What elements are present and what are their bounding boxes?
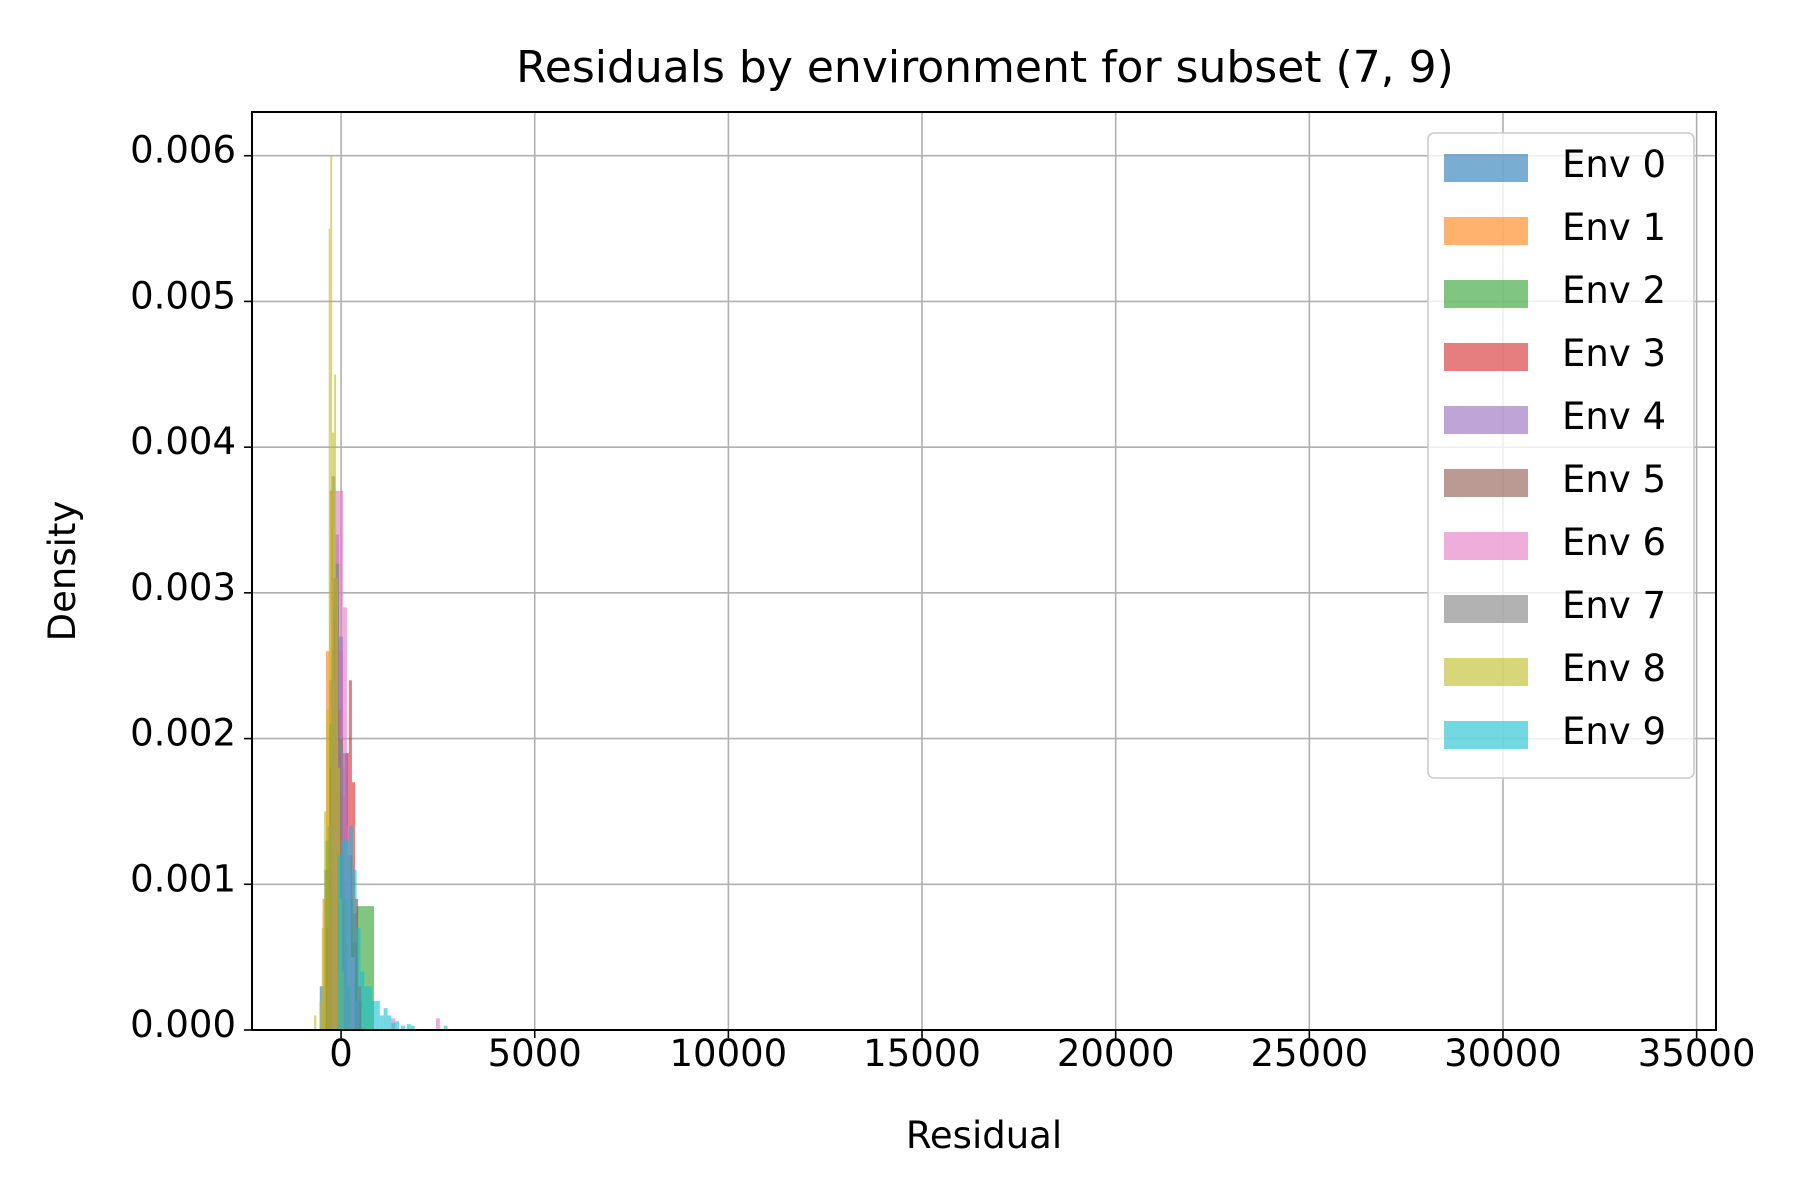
histogram-bar bbox=[368, 986, 373, 1030]
x-tick-label: 10000 bbox=[670, 1032, 788, 1075]
histogram-bar bbox=[379, 1015, 384, 1030]
histogram-bar bbox=[383, 1008, 388, 1030]
chart-title: Residuals by environment for subset (7, … bbox=[516, 42, 1454, 93]
legend-swatch bbox=[1444, 721, 1528, 749]
legend-swatch bbox=[1444, 280, 1528, 308]
histogram-bar bbox=[364, 986, 369, 1030]
legend-label: Env 2 bbox=[1562, 269, 1666, 312]
y-tick-label: 0.004 bbox=[130, 420, 236, 463]
histogram-bar bbox=[321, 928, 325, 1030]
histogram-bar bbox=[360, 971, 365, 1030]
histogram-bar bbox=[334, 374, 337, 1030]
legend-label: Env 6 bbox=[1562, 521, 1666, 564]
series-env-9 bbox=[337, 826, 448, 1030]
histogram-bar bbox=[352, 869, 357, 1030]
legend-label: Env 5 bbox=[1562, 458, 1666, 501]
legend-swatch bbox=[1444, 595, 1528, 623]
legend-label: Env 8 bbox=[1562, 647, 1666, 690]
histogram-bar bbox=[313, 1015, 317, 1030]
legend-swatch bbox=[1444, 217, 1528, 245]
histogram-bar bbox=[343, 607, 347, 1030]
histogram-bar bbox=[332, 432, 335, 1031]
histogram-bar bbox=[375, 1000, 380, 1030]
legend-swatch bbox=[1444, 469, 1528, 497]
histogram-bar bbox=[356, 928, 361, 1030]
legend-swatch bbox=[1444, 406, 1528, 434]
y-axis-label: Density bbox=[41, 501, 84, 642]
histogram-bar bbox=[372, 1000, 376, 1030]
legend-label: Env 3 bbox=[1562, 332, 1666, 375]
histogram-bar bbox=[330, 155, 333, 1030]
x-axis-label: Residual bbox=[906, 1114, 1062, 1157]
histogram-bar bbox=[395, 1021, 400, 1030]
x-tick-label: 0 bbox=[329, 1032, 353, 1075]
legend-label: Env 4 bbox=[1562, 395, 1666, 438]
legend-swatch bbox=[1444, 532, 1528, 560]
y-tick-label: 0.003 bbox=[130, 566, 236, 609]
plot-frame bbox=[251, 111, 1717, 1031]
y-tick-label: 0.002 bbox=[130, 712, 236, 755]
x-tick-label: 35000 bbox=[1638, 1032, 1756, 1075]
histogram-bar bbox=[401, 1025, 405, 1030]
x-axis-ticks: 0 5000 10000 15000 20000 25000 30000 35000 bbox=[329, 1030, 1755, 1075]
legend-swatch bbox=[1444, 154, 1528, 182]
x-tick-label: 30000 bbox=[1444, 1032, 1562, 1075]
legend-label: Env 7 bbox=[1562, 584, 1666, 627]
histogram-bar bbox=[435, 1018, 440, 1030]
legend-swatch bbox=[1444, 658, 1528, 686]
histogram-bar bbox=[328, 228, 331, 1031]
histogram-bar bbox=[443, 1025, 448, 1030]
histogram-bar bbox=[391, 1022, 396, 1030]
histogram-bar bbox=[324, 811, 327, 1030]
x-tick-label: 5000 bbox=[488, 1032, 582, 1075]
histogram-bars bbox=[313, 155, 448, 1031]
legend-label: Env 9 bbox=[1562, 710, 1666, 753]
x-tick-label: 15000 bbox=[863, 1032, 981, 1075]
histogram-bar bbox=[406, 1024, 411, 1030]
legend-swatch bbox=[1444, 343, 1528, 371]
y-tick-label: 0.000 bbox=[130, 1003, 236, 1046]
x-tick-label: 20000 bbox=[1057, 1032, 1175, 1075]
histogram-bar bbox=[344, 840, 349, 1030]
y-tick-label: 0.001 bbox=[130, 857, 236, 900]
legend: Env 0 Env 1 Env 2 Env 3 Env 4 Env 5 Env 6 Env 7… bbox=[1427, 132, 1695, 779]
legend-label: Env 1 bbox=[1562, 206, 1666, 249]
y-tick-label: 0.005 bbox=[130, 274, 236, 317]
histogram-bar bbox=[410, 1025, 415, 1030]
histogram-bar bbox=[348, 826, 353, 1030]
histogram-bar bbox=[326, 709, 329, 1030]
histogram-bar bbox=[336, 578, 338, 1030]
histogram-bar bbox=[341, 840, 345, 1030]
legend-label: Env 0 bbox=[1562, 143, 1666, 186]
y-axis-ticks: 0.000 0.001 0.002 0.003 0.004 0.005 0.006 bbox=[130, 129, 252, 1046]
histogram-bar bbox=[387, 1015, 392, 1030]
y-tick-label: 0.006 bbox=[130, 129, 236, 172]
x-tick-label: 25000 bbox=[1250, 1032, 1368, 1075]
histogram-bar bbox=[319, 1000, 322, 1030]
histogram-bar bbox=[337, 855, 342, 1030]
